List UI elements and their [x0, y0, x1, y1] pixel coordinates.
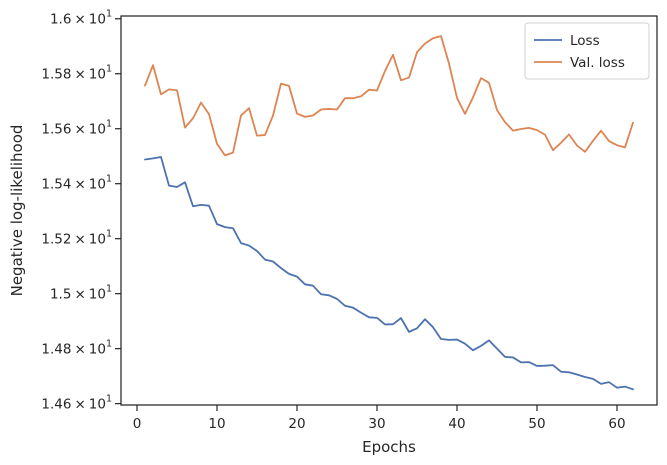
x-tick-label: 0 [133, 416, 142, 432]
x-axis-ticks: 0 10 20 30 40 50 60 [133, 405, 626, 432]
y-tick-label: 1.58 × 101 [41, 64, 112, 83]
y-tick-times: × [74, 287, 85, 303]
series-layer [144, 35, 634, 391]
y-tick-exponent: 1 [106, 9, 112, 20]
y-tick-mantissa: 1.6 [50, 12, 71, 28]
y-tick-base: 10 [89, 397, 106, 413]
series-line-loss [144, 156, 634, 391]
y-tick-exponent: 1 [106, 64, 112, 75]
y-tick-mantissa: 1.56 [41, 122, 71, 138]
y-tick-mantissa: 1.54 [41, 177, 71, 193]
y-tick-mantissa: 1.48 [41, 342, 71, 358]
y-tick-base: 10 [89, 67, 106, 83]
y-tick-times: × [74, 397, 85, 413]
y-tick-times: × [74, 122, 85, 138]
y-axis-title: Negative log-likelihood [8, 125, 26, 297]
legend-label: Val. loss [570, 55, 625, 71]
y-tick-mantissa: 1.5 [50, 287, 71, 303]
y-tick-mantissa: 1.46 [41, 397, 71, 413]
y-tick-times: × [74, 177, 85, 193]
y-tick-label: 1.48 × 101 [41, 339, 112, 358]
y-tick-label: 1.6 × 101 [50, 9, 112, 28]
y-tick-exponent: 1 [106, 339, 112, 350]
y-tick-base: 10 [89, 232, 106, 248]
x-tick-label: 10 [208, 416, 225, 432]
plot-frame [120, 15, 658, 406]
legend-label: Loss [570, 33, 600, 49]
y-tick-exponent: 1 [106, 284, 112, 295]
y-tick-exponent: 1 [106, 174, 112, 185]
x-tick-label: 30 [368, 416, 385, 432]
x-tick-label: 20 [288, 416, 305, 432]
x-axis-title: Epochs [362, 438, 416, 456]
y-tick-base: 10 [89, 342, 106, 358]
y-tick-base: 10 [89, 287, 106, 303]
y-tick-mantissa: 1.58 [41, 67, 71, 83]
y-tick-base: 10 [89, 177, 106, 193]
y-tick-label: 1.46 × 101 [41, 394, 112, 413]
y-tick-label: 1.54 × 101 [41, 174, 112, 193]
y-tick-times: × [74, 67, 85, 83]
y-tick-exponent: 1 [106, 229, 112, 240]
y-tick-exponent: 1 [106, 119, 112, 130]
y-tick-mantissa: 1.52 [41, 232, 71, 248]
x-tick-label: 40 [448, 416, 465, 432]
y-tick-label: 1.56 × 101 [41, 119, 112, 138]
y-tick-base: 10 [89, 122, 106, 138]
y-tick-exponent: 1 [106, 394, 112, 405]
series-line-val-loss [144, 35, 634, 157]
y-tick-label: 1.5 × 101 [50, 284, 112, 303]
x-tick-label: 60 [608, 416, 625, 432]
y-tick-label: 1.52 × 101 [41, 229, 112, 248]
x-tick-label: 50 [528, 416, 545, 432]
legend: Loss Val. loss [524, 22, 650, 80]
y-tick-base: 10 [89, 12, 106, 28]
y-tick-times: × [74, 342, 85, 358]
legend-box [524, 22, 650, 80]
y-tick-times: × [74, 12, 85, 28]
y-tick-times: × [74, 232, 85, 248]
